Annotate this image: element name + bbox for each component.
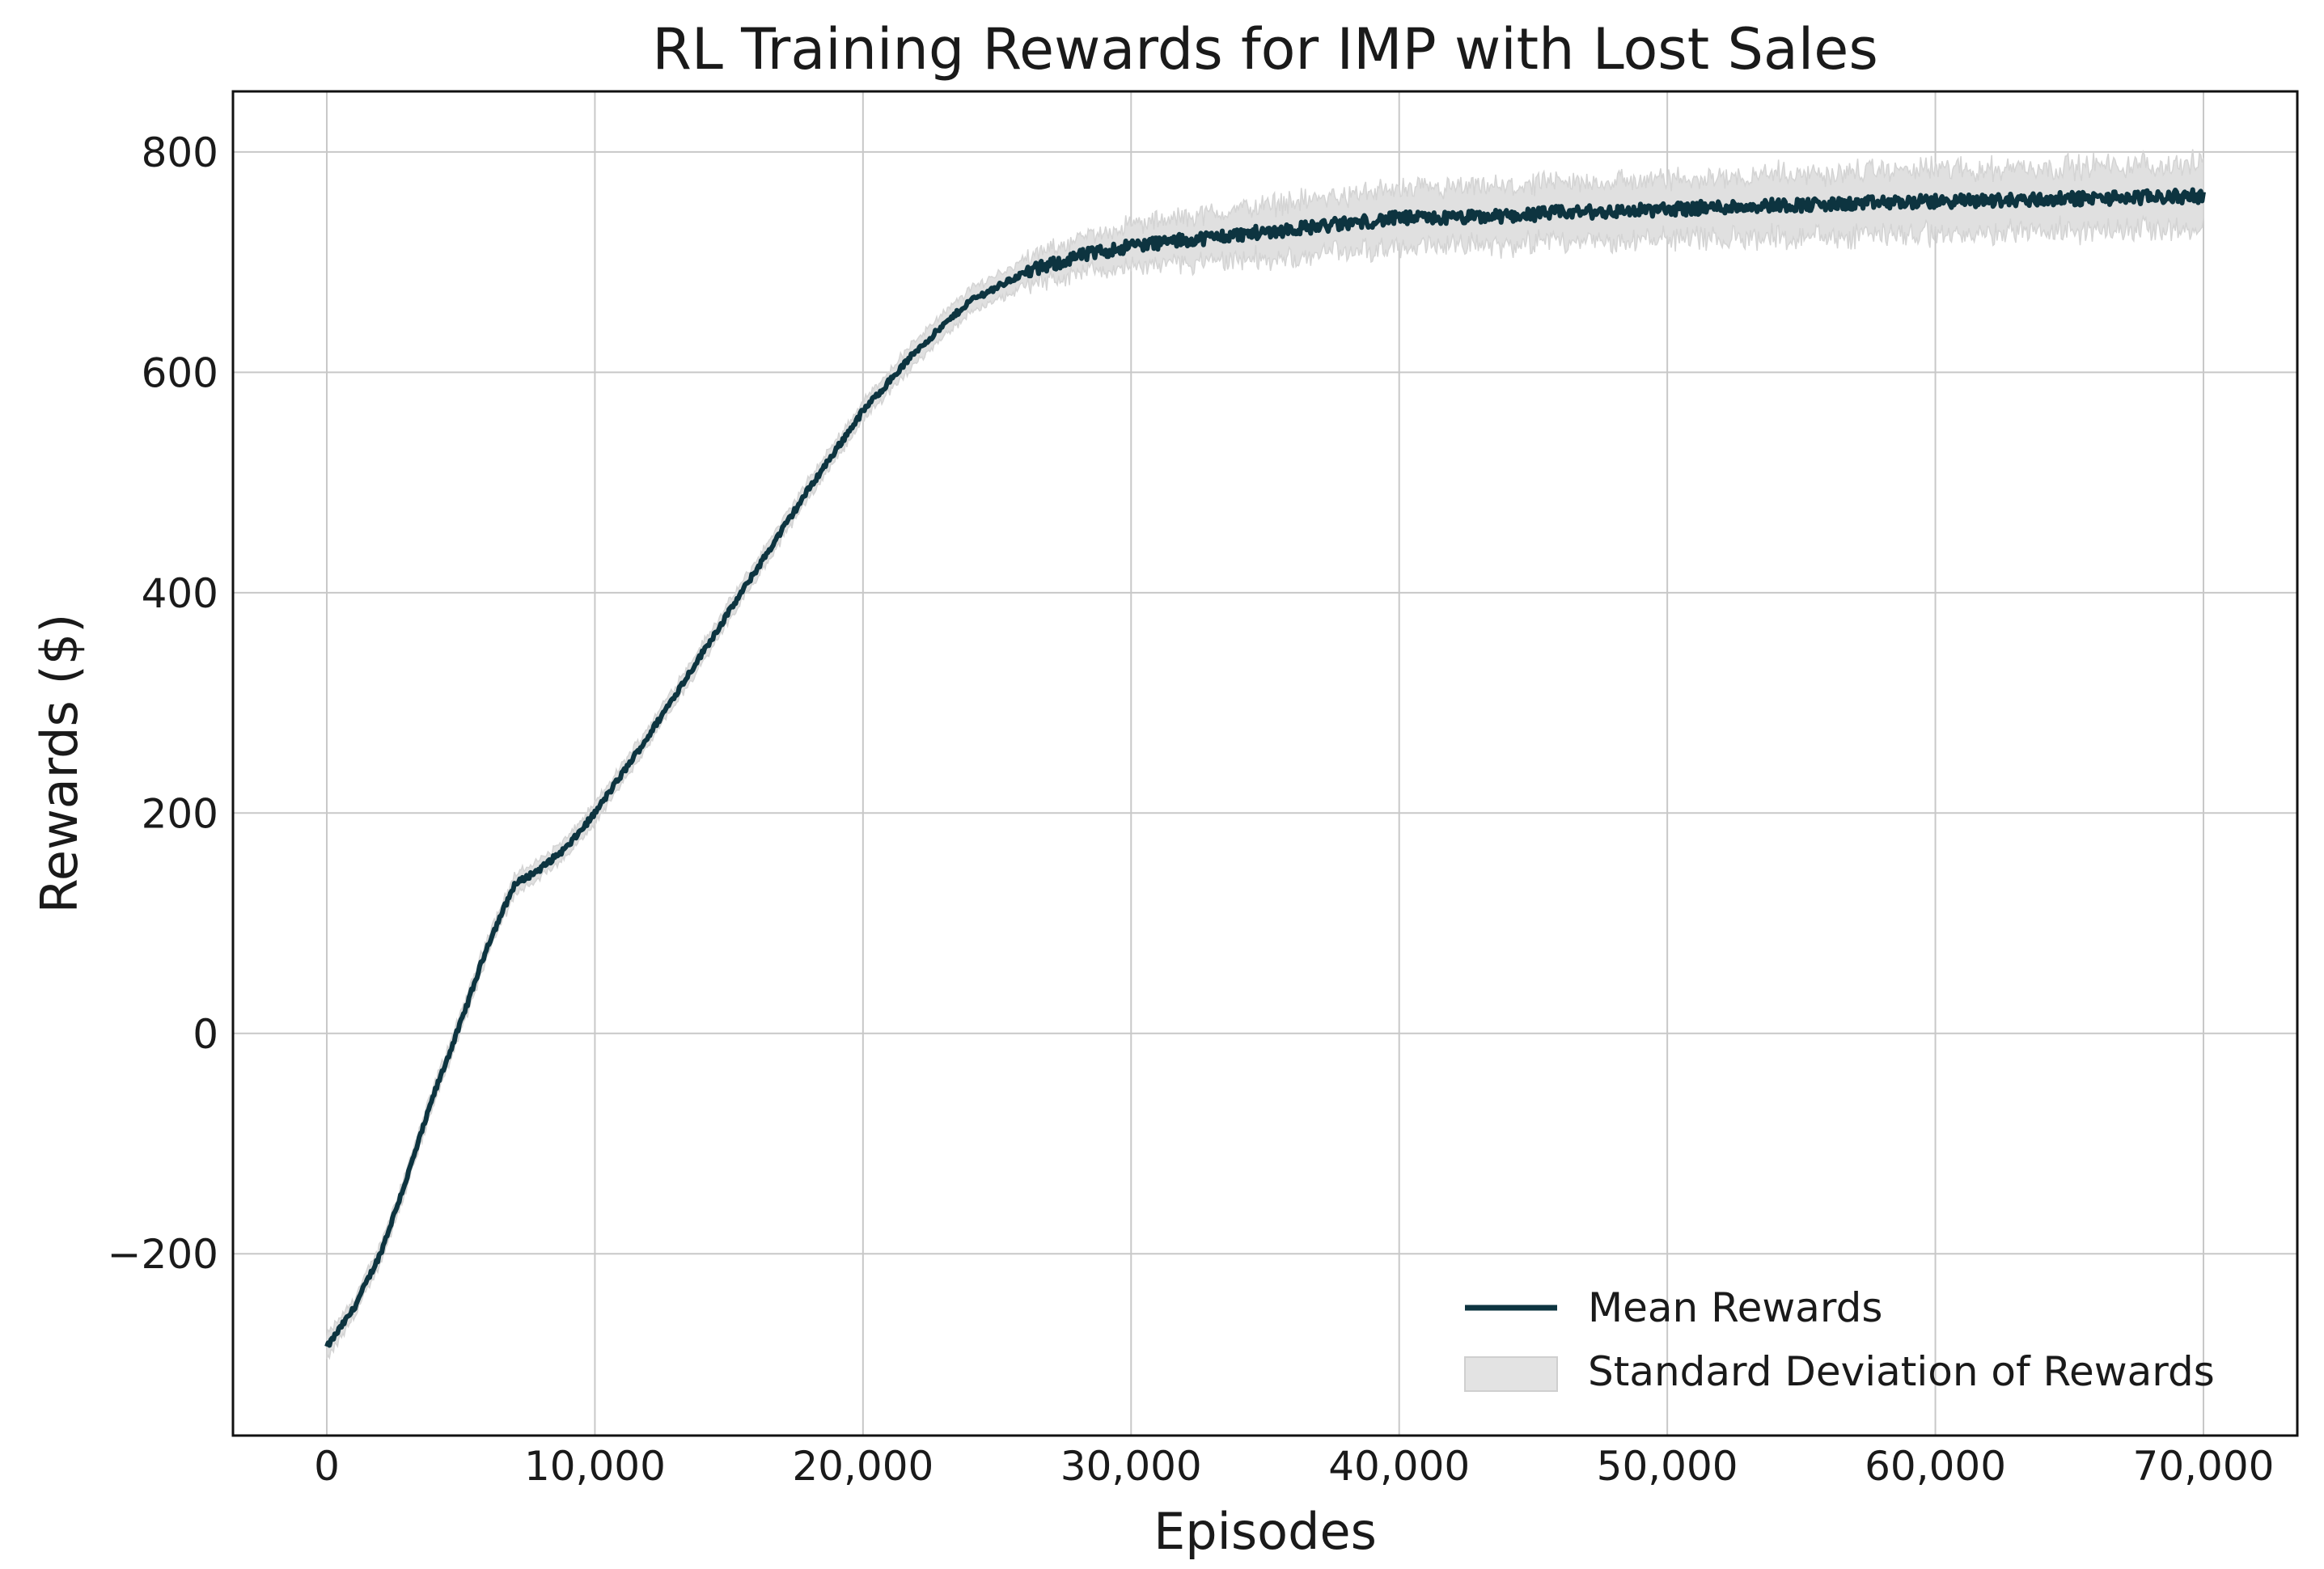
y-axis-ticks: −200 0 200 400 600 800 — [108, 129, 218, 1278]
legend-label-std: Standard Deviation of Rewards — [1588, 1348, 2215, 1395]
chart-title: RL Training Rewards for IMP with Lost Sa… — [652, 16, 1878, 82]
y-axis-label: Rewards ($) — [30, 614, 89, 914]
y-tick-label: 600 — [142, 349, 218, 396]
std-band-layer — [326, 149, 2204, 1360]
std-band — [326, 149, 2204, 1360]
mean-rewards-line — [324, 187, 2206, 1348]
x-tick-label: 20,000 — [792, 1443, 933, 1490]
y-tick-label: −200 — [108, 1231, 218, 1278]
legend-swatch-std — [1464, 1356, 1558, 1392]
mean-line-layer — [324, 187, 2206, 1348]
x-tick-label: 40,000 — [1328, 1443, 1470, 1490]
x-axis-ticks: 0 10,000 20,000 30,000 40,000 50,000 60,000 70,… — [314, 1443, 2274, 1490]
legend: Mean Rewards Standard Deviation of Rewar… — [1464, 1284, 2215, 1395]
y-tick-label: 0 — [193, 1011, 218, 1058]
x-tick-label: 0 — [314, 1443, 340, 1490]
y-tick-label: 400 — [142, 570, 218, 617]
y-tick-label: 800 — [142, 129, 218, 176]
legend-label-mean: Mean Rewards — [1588, 1284, 1882, 1331]
x-tick-label: 10,000 — [524, 1443, 666, 1490]
x-tick-label: 30,000 — [1060, 1443, 1202, 1490]
x-tick-label: 70,000 — [2133, 1443, 2275, 1490]
x-axis-label: Episodes — [1154, 1502, 1377, 1561]
y-tick-label: 200 — [142, 790, 218, 837]
plot-frame — [231, 90, 2299, 1437]
grid-lines — [233, 91, 2297, 1436]
x-tick-label: 50,000 — [1597, 1443, 1738, 1490]
x-tick-label: 60,000 — [1865, 1443, 2006, 1490]
